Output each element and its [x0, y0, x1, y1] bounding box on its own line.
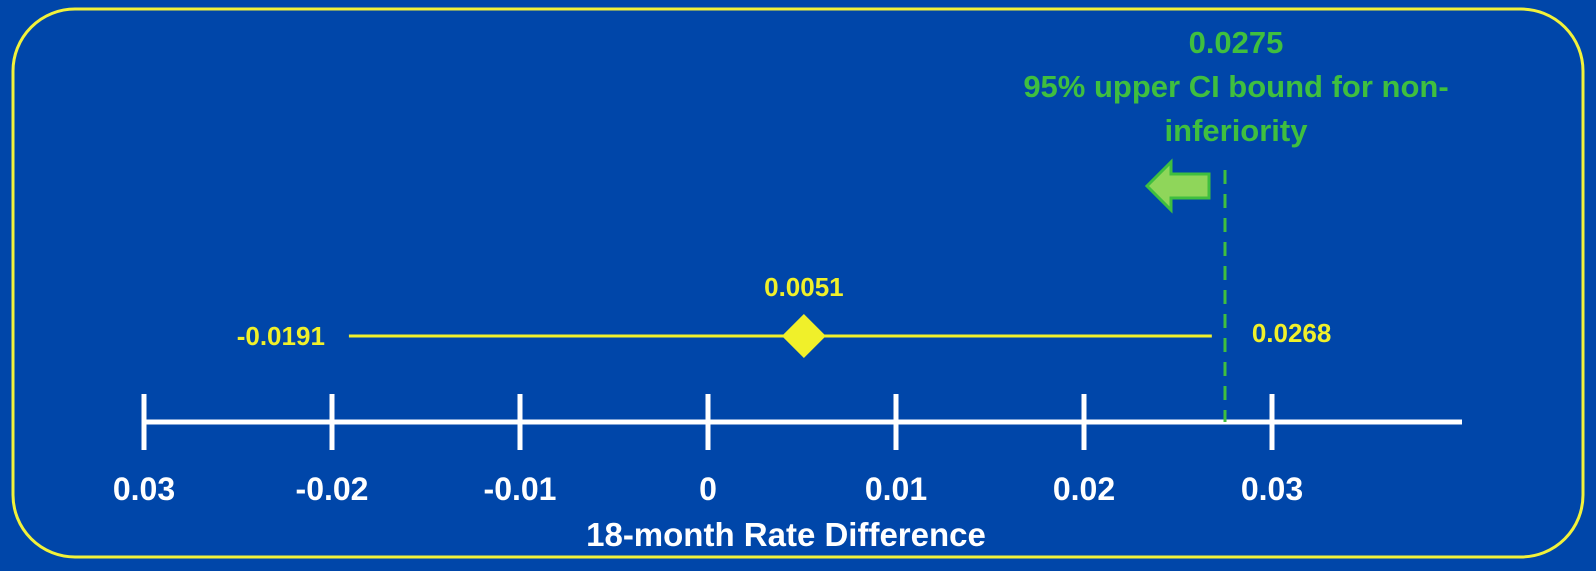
ci-upper-label: 0.0268 [1252, 318, 1332, 348]
bound-caption-line2: inferiority [1165, 113, 1309, 148]
x-axis-label: 18-month Rate Difference [586, 516, 986, 553]
tick-label: 0.03 [113, 471, 175, 507]
point-estimate-marker [781, 314, 826, 358]
noninferiority-bound [1144, 158, 1227, 422]
tick-label: -0.01 [484, 471, 557, 507]
bound-caption-line1: 95% upper CI bound for non- [1023, 69, 1448, 104]
tick-label: 0.01 [865, 471, 927, 507]
x-axis: 0.03 -0.02 -0.01 0 0.01 0.02 0.03 [113, 394, 1462, 507]
tick-label: 0.03 [1241, 471, 1303, 507]
tick-label: 0.02 [1053, 471, 1115, 507]
slide-frame [11, 7, 1585, 559]
tick-label: 0 [699, 471, 717, 507]
left-arrow-icon [1144, 158, 1211, 214]
estimate-label: 0.0051 [764, 272, 844, 302]
confidence-interval: 0.0051 -0.0191 0.0268 [237, 272, 1332, 358]
bound-value-label: 0.0275 [1189, 25, 1284, 60]
ci-lower-label: -0.0191 [237, 321, 325, 351]
tick-label: -0.02 [296, 471, 369, 507]
